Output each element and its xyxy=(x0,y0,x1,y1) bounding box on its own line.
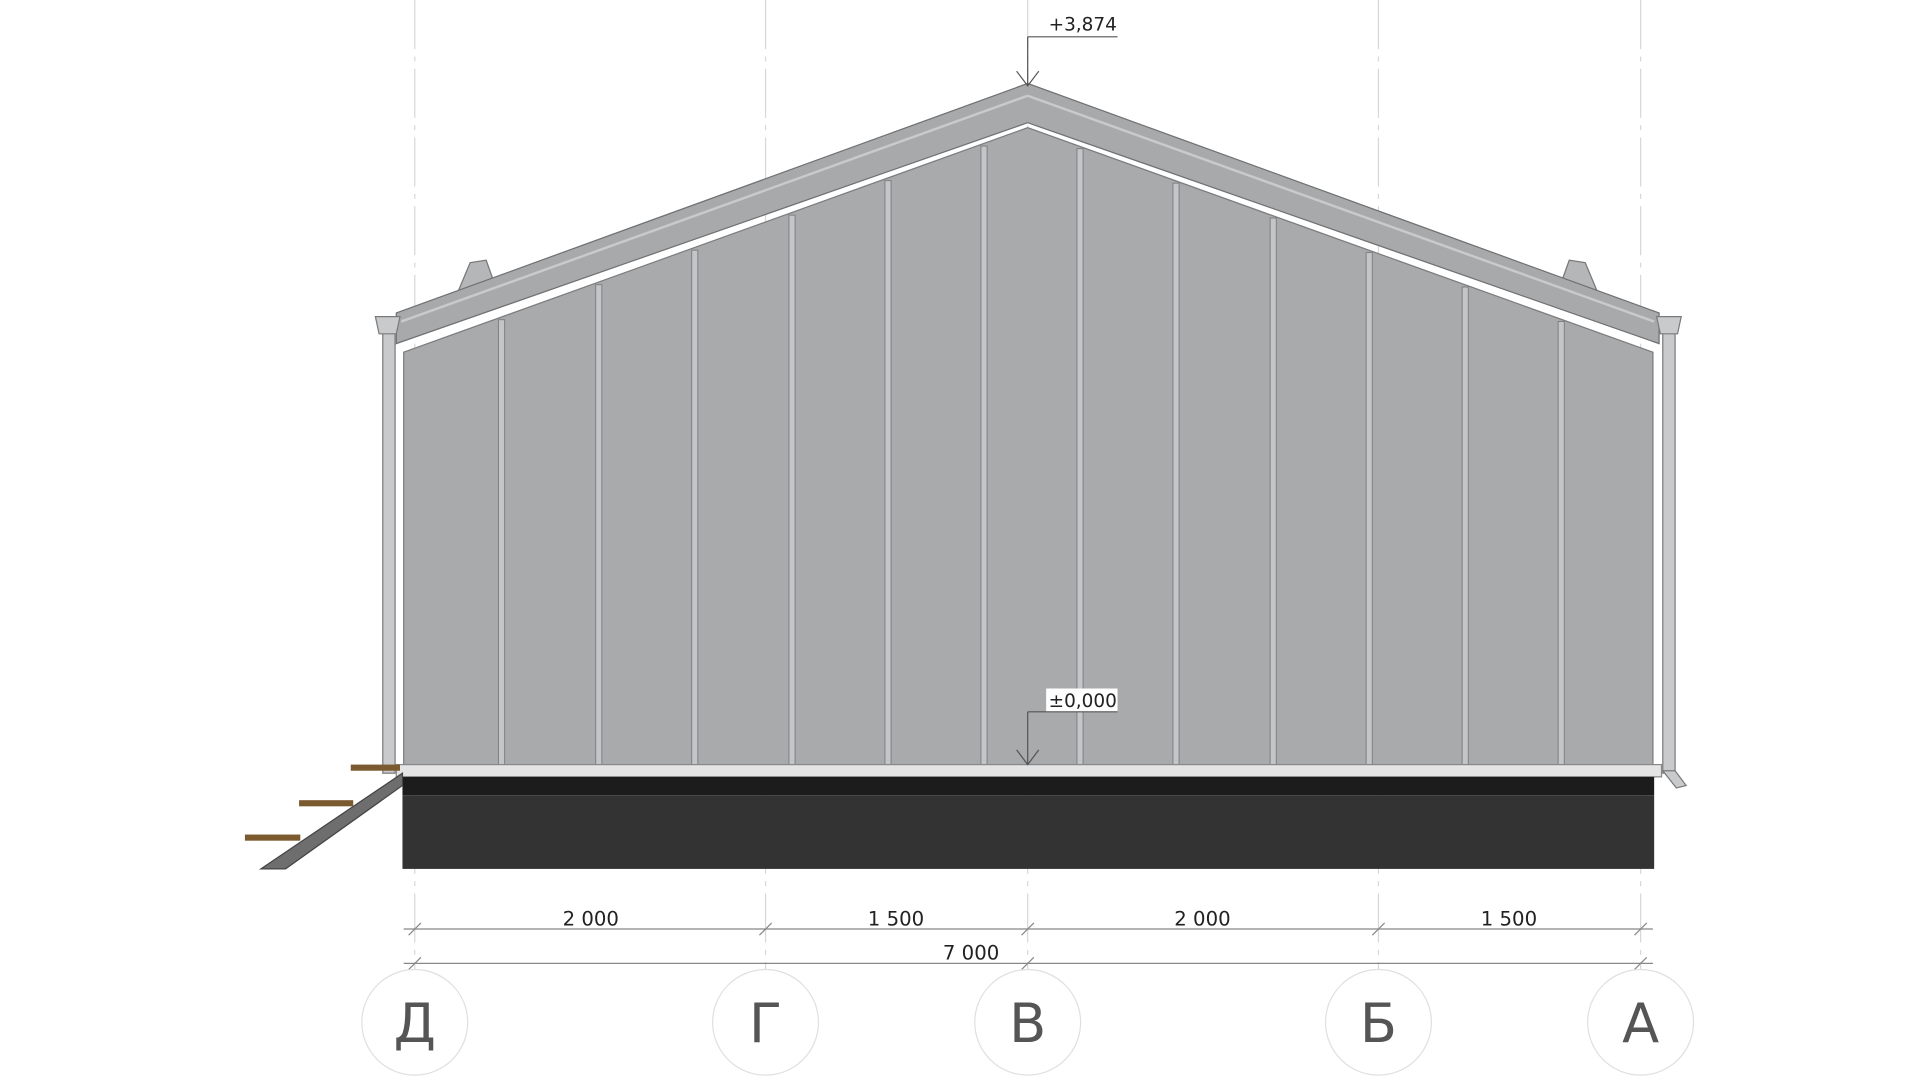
dimension-label: 2 000 xyxy=(1174,907,1230,930)
cladding-batten xyxy=(788,214,796,766)
dimension-label: 1 500 xyxy=(1481,907,1537,930)
cladding-batten xyxy=(1076,148,1084,766)
cladding-batten xyxy=(884,180,892,766)
plinth-top-trim xyxy=(395,763,1663,778)
dimension-tick xyxy=(408,922,422,936)
ridge-elevation-label: +3,874 xyxy=(1049,15,1117,36)
dimension-lines xyxy=(403,922,1653,970)
downpipes xyxy=(374,316,1688,789)
dimension-tick xyxy=(1371,922,1386,936)
cladding-batten xyxy=(1461,286,1469,766)
cladding-batten xyxy=(1365,252,1373,766)
dimension-tick xyxy=(1634,922,1648,936)
total-dimension-label: 7 000 xyxy=(943,942,999,965)
axis-label: Г xyxy=(749,992,782,1055)
dimension-tick xyxy=(758,922,773,936)
gable-wall-cladding xyxy=(403,126,1654,768)
cladding-batten xyxy=(691,249,699,766)
axis-label: Б xyxy=(1360,992,1397,1055)
axis-bubbles xyxy=(361,968,1695,1076)
axis-label: Д xyxy=(394,992,436,1055)
cladding-batten xyxy=(595,284,603,766)
dimension-tick xyxy=(1021,922,1035,936)
cladding-batten xyxy=(1557,321,1565,766)
dimension-tick xyxy=(408,956,422,970)
dimension-tick xyxy=(1634,956,1648,970)
axis-label: А xyxy=(1622,992,1659,1055)
cladding-batten xyxy=(497,319,506,766)
cladding-batten xyxy=(980,145,988,766)
cladding-batten xyxy=(1269,217,1277,766)
dimension-label: 1 500 xyxy=(868,907,924,930)
plinth-top-band xyxy=(402,776,1655,796)
cladding-battens xyxy=(497,145,1565,766)
axis-label: В xyxy=(1009,992,1046,1055)
dimension-tick xyxy=(1021,956,1035,970)
cladding-batten xyxy=(1172,182,1180,766)
ground-elevation-label: ±0,000 xyxy=(1049,691,1117,712)
dimension-label: 2 000 xyxy=(563,907,619,930)
entrance-stairs xyxy=(244,764,404,870)
ridge-elevation-mark xyxy=(1016,36,1118,87)
ground-elevation-mark xyxy=(1016,688,1118,766)
plinth xyxy=(402,795,1655,869)
